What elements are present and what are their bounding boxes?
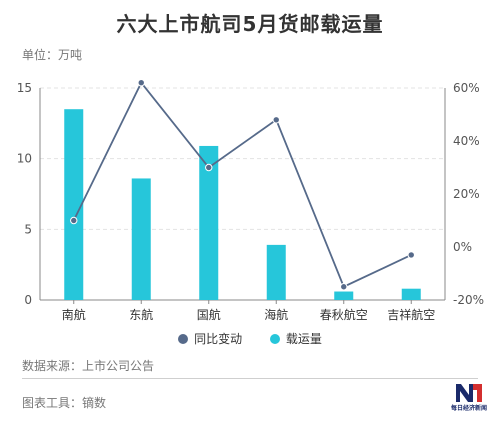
x-tick-label: 南航 [62,307,86,322]
y-right-tick-label: 60% [453,81,480,95]
bar [199,145,219,300]
y-left-tick-label: 15 [17,81,32,95]
y-right-tick-label: -20% [453,293,484,307]
combo-chart: 0 5 10 15 -20% 0% 20% 40% 60% 南航 东航 国航 海航 春秋航空 吉祥航空 [17,79,484,322]
chart-title: 六大上市航司5月货邮载运量 [116,12,384,36]
line-point [205,163,213,172]
legend-item-bar: 载运量 [269,330,322,347]
legend: 同比变动 载运量 [0,330,500,347]
y-right-tick-label: 0% [453,240,472,254]
unit-label: 单位：万吨 [22,48,83,62]
nbd-logo: 每日经济新闻 [447,381,491,412]
line-series [72,81,412,288]
x-tick-label: 东航 [129,307,153,322]
line-point [137,79,145,87]
legend-bar-marker [269,333,280,344]
x-tick-label: 海航 [264,307,288,322]
y-left-tick-label: 5 [24,222,32,236]
x-tick-label: 国航 [197,307,221,322]
x-tick-label: 吉祥航空 [387,307,435,322]
line-point [70,216,78,225]
bar [131,178,151,300]
line-point [340,283,348,291]
footer-divider [22,378,478,379]
y-right-tick-label: 40% [453,134,480,148]
y-left-tick-label: 0 [24,293,32,307]
bar [334,291,354,300]
logo-mark-icon [456,384,482,402]
bar [64,109,84,300]
bar [266,244,286,300]
legend-line-marker [178,333,189,344]
line-point [272,116,280,124]
data-source: 数据来源：上市公司公告 [22,359,155,373]
legend-bar-label: 载运量 [285,332,322,346]
y-left-tick-label: 10 [17,152,32,166]
logo-text: 每日经济新闻 [450,405,487,412]
legend-line-label: 同比变动 [194,332,243,346]
y-right-tick-label: 20% [453,187,480,201]
line-point [407,251,415,259]
legend-item-line: 同比变动 [178,330,242,347]
x-tick-label: 春秋航空 [320,307,368,322]
bar [401,288,421,300]
chart-tool-credit: 图表工具：镝数 [22,396,107,410]
